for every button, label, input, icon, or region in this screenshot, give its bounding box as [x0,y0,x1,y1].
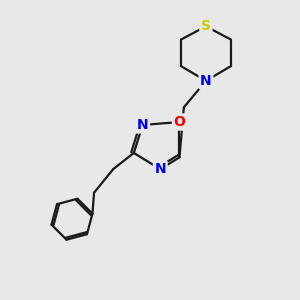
Text: N: N [154,162,166,176]
Text: O: O [173,115,185,129]
Text: N: N [137,118,148,132]
Text: N: N [200,74,212,88]
Text: S: S [201,19,211,33]
